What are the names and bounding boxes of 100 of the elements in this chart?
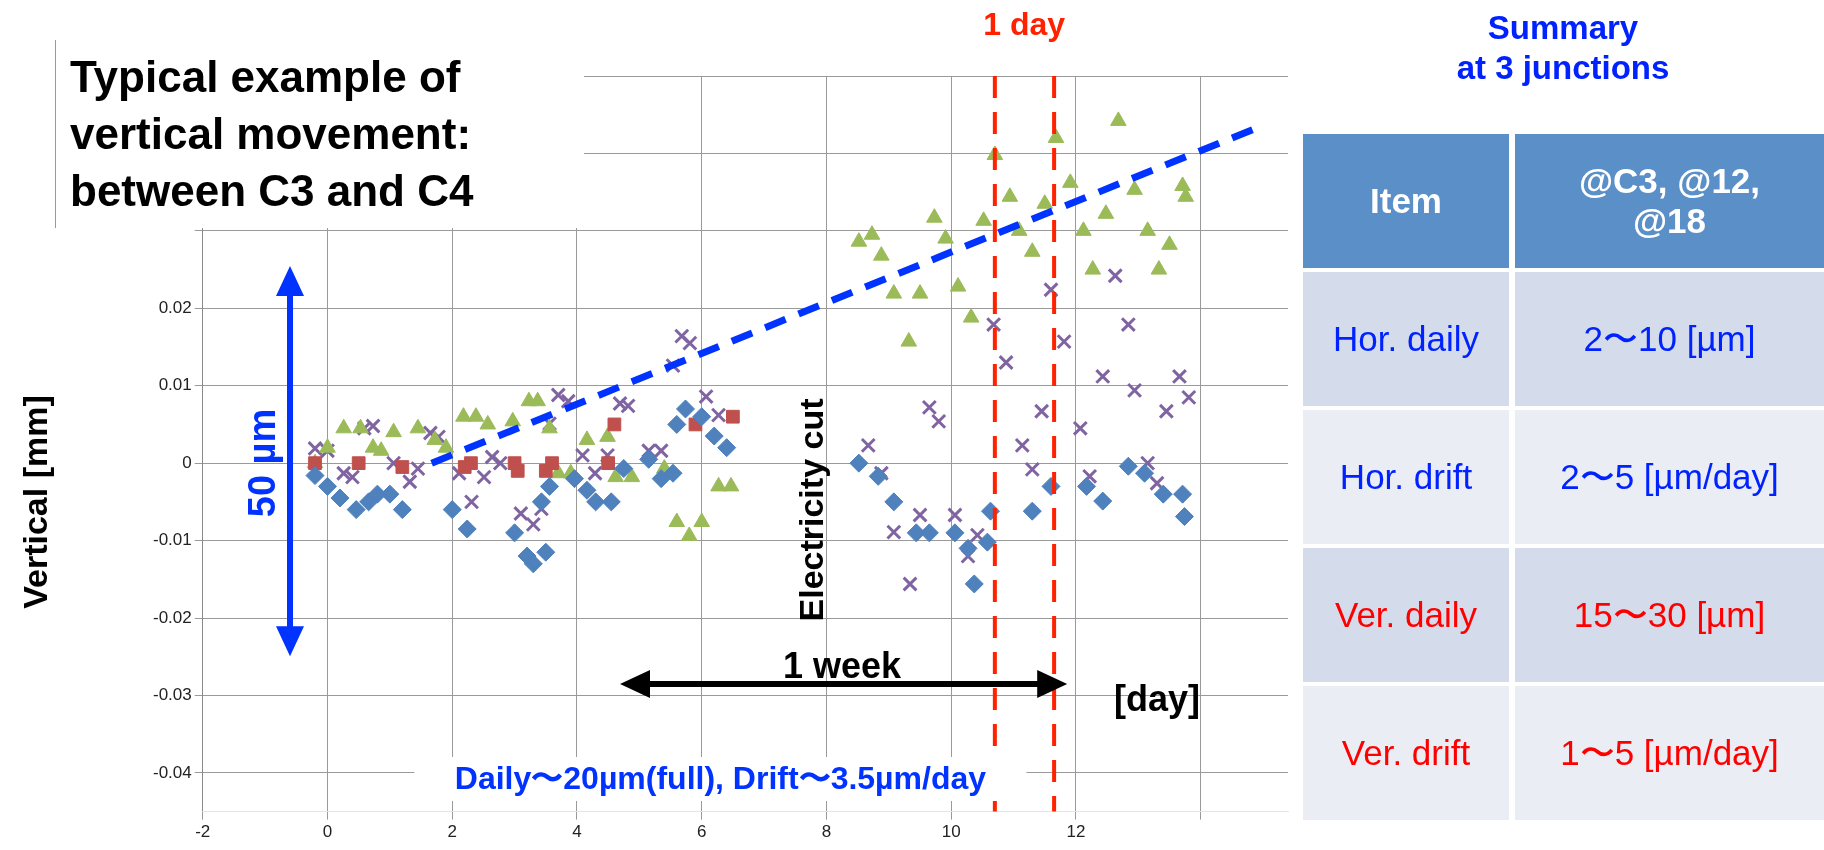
point [540, 476, 560, 496]
x-tick-label: 2 [447, 822, 457, 842]
point [919, 523, 939, 543]
point [949, 277, 967, 292]
point [457, 519, 477, 539]
point [1075, 221, 1092, 236]
point [531, 492, 551, 512]
point [1036, 194, 1054, 209]
point [975, 211, 992, 226]
point [1126, 180, 1143, 195]
point [536, 542, 556, 562]
point [1062, 173, 1079, 188]
point [1135, 463, 1155, 483]
point [607, 467, 624, 483]
text: 2〜5 [µm/day] [1515, 410, 1824, 544]
point [1047, 128, 1065, 143]
point [523, 554, 543, 574]
point [380, 484, 400, 504]
annotation: 1 week [783, 645, 902, 688]
point [505, 523, 525, 543]
point [850, 232, 868, 247]
point [578, 430, 596, 445]
point [437, 438, 455, 453]
point [945, 523, 965, 543]
point [639, 449, 659, 469]
point [599, 427, 616, 442]
point [395, 460, 410, 474]
point [1022, 501, 1042, 521]
y-tick-label: -0.03 [153, 685, 192, 705]
text: 15〜30 [µm] [1515, 548, 1824, 682]
point [1097, 204, 1115, 219]
point [1084, 260, 1102, 275]
point [409, 418, 427, 434]
text: Ver. drift [1303, 686, 1509, 820]
point [1118, 456, 1138, 476]
point [692, 407, 712, 427]
point [651, 469, 671, 489]
x-tick-label: -2 [195, 822, 211, 842]
x-tick-label: 8 [821, 822, 832, 842]
point [937, 229, 954, 244]
x-tick-label: 12 [1066, 822, 1086, 842]
point [607, 417, 622, 432]
point [504, 411, 522, 427]
point [346, 500, 366, 520]
y-tick-label: -0.02 [153, 607, 192, 627]
x-tick-label: 4 [572, 822, 582, 842]
point [1023, 242, 1041, 257]
text: 1〜5 [µm/day] [1515, 686, 1824, 820]
point [1173, 484, 1193, 504]
point [586, 492, 606, 512]
x-tick-label: 10 [941, 822, 961, 842]
point [704, 426, 724, 446]
y-tick-label: 0 [182, 452, 192, 472]
point [335, 418, 352, 434]
point [663, 463, 683, 483]
point [529, 391, 546, 407]
x-axis-title: [day] [1114, 678, 1201, 721]
point [1161, 235, 1178, 250]
point [1139, 221, 1156, 236]
point [884, 492, 904, 512]
point [1153, 484, 1173, 504]
point [317, 476, 337, 496]
point [722, 476, 740, 492]
y-tick-label: -0.04 [153, 762, 192, 782]
point [305, 466, 325, 486]
text: Hor. drift [1303, 410, 1509, 544]
point [330, 488, 350, 508]
point [958, 538, 978, 558]
y-tick-label: 0.02 [158, 297, 192, 317]
point [726, 409, 740, 424]
point [1001, 187, 1019, 202]
point [464, 456, 478, 471]
point [717, 438, 737, 458]
point [385, 422, 402, 438]
point [1110, 111, 1127, 126]
point [926, 208, 943, 223]
point [564, 469, 584, 489]
point [1174, 507, 1194, 527]
point [885, 284, 903, 299]
point [367, 484, 387, 504]
point [710, 476, 727, 492]
point [863, 225, 881, 240]
point [426, 430, 444, 445]
point [351, 456, 366, 471]
text: Item [1303, 134, 1509, 268]
y-tick-label: -0.01 [153, 530, 192, 550]
point [676, 399, 695, 419]
text: Summary at 3 junctions [1455, 8, 1671, 88]
point [510, 464, 525, 478]
point [1093, 491, 1113, 511]
point [668, 512, 686, 528]
point [352, 418, 369, 434]
point [873, 246, 890, 261]
x-tick-label: 0 [322, 822, 333, 842]
text: 1 day [983, 5, 1066, 43]
point [319, 438, 336, 453]
point [1150, 260, 1168, 275]
point [577, 480, 597, 500]
text: Typical example of vertical movement: between C3 and C4 [55, 40, 584, 228]
text: Ver. daily [1303, 548, 1509, 682]
